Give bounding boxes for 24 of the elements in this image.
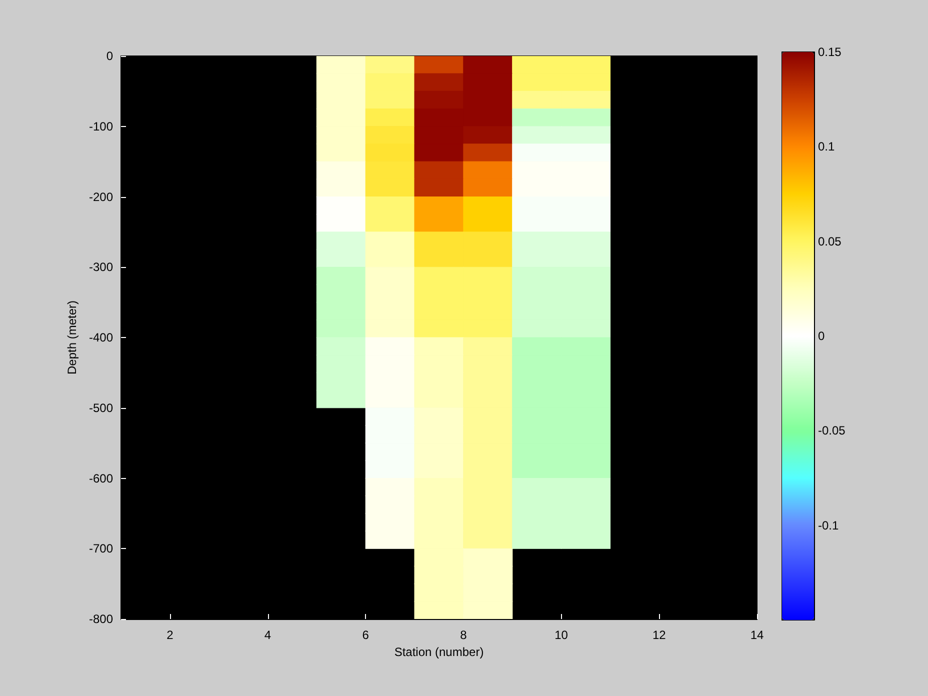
x-tick-label: 4: [264, 628, 272, 642]
color-bar-label: 0.05: [818, 234, 842, 248]
y-tick-label: -100: [88, 119, 114, 134]
y-tick-label: 0: [106, 49, 114, 63]
x-tick-label: 12: [652, 628, 666, 642]
y-tick-label: -500: [88, 400, 114, 415]
y-tick-label: -200: [88, 190, 114, 204]
x-tick-label: 6: [362, 628, 370, 642]
y-axis-title: Depth (meter): [65, 300, 80, 375]
color-bar-label: 0.1: [818, 140, 836, 154]
x-tick-label: 10: [554, 628, 568, 642]
y-tick-label: -800: [88, 612, 114, 626]
color-bar-label: 0: [818, 329, 825, 343]
x-tick-label: 14: [750, 628, 764, 642]
y-tick-label: -300: [88, 260, 114, 274]
y-tick-label: -400: [88, 330, 114, 344]
color-bar-label: -0.05: [818, 424, 846, 438]
color-bar-label: -0.1: [818, 518, 840, 532]
x-tick-label: 8: [460, 628, 468, 642]
x-axis-title: Station (number): [394, 644, 484, 659]
x-tick-label: 2: [166, 628, 174, 642]
color-bar-label: 0.15: [818, 45, 842, 59]
y-tick-label: -600: [88, 471, 114, 486]
y-tick-label: -700: [88, 542, 114, 556]
